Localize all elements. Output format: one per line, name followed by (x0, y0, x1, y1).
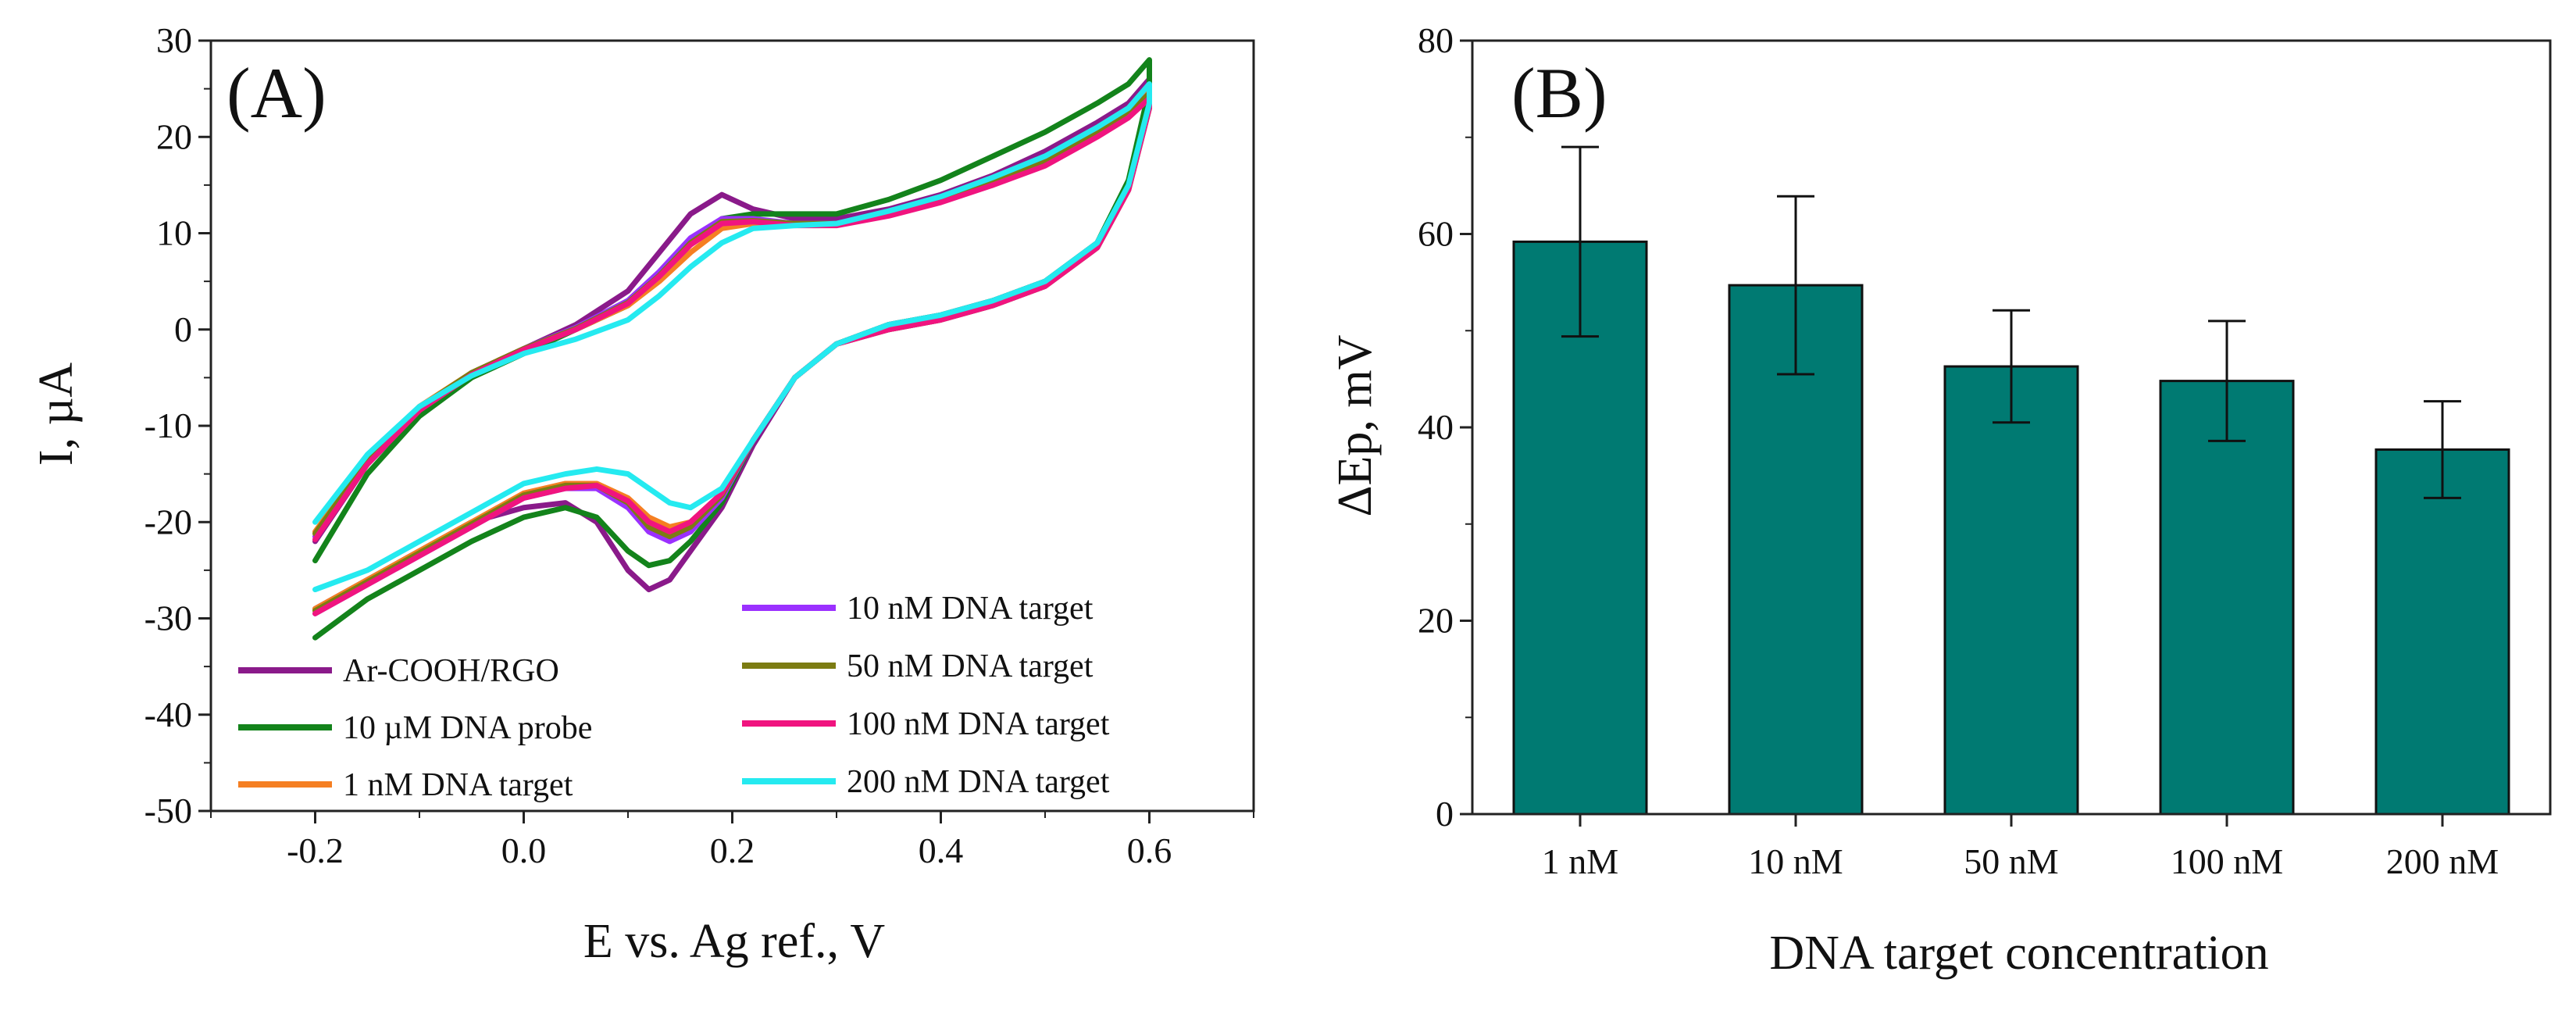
panel-a-legend: Ar-COOH/RGO 10 µM DNA probe 1 nM DNA targe… (238, 591, 1110, 803)
panel-a-y-tick-label: -40 (144, 695, 192, 734)
panel-b-bars (1512, 145, 2510, 816)
panel-a-y-tick-label: 10 (156, 213, 192, 253)
panel-a-curves (312, 57, 1152, 641)
error-bar-100-nm (2208, 320, 2246, 442)
panel-a-y-tick-label: 20 (156, 116, 192, 156)
legend-item-10-m-dna-probe: 10 µM DNA probe (238, 710, 592, 746)
panel-b-y-tick-label: 0 (1436, 794, 1454, 834)
panel-b-x-tick-label: 10 nM (1748, 841, 1843, 881)
panel-a-cyclic-voltammogram: -0.2 0.0 0.2 0.4 0.6 -50 -40 -30 -20 -10 0 10 20 30 (… (30, 20, 1255, 968)
panel-a-x-tick-label: 0.2 (710, 830, 755, 870)
legend-item-200-nm-dna-target: 200 nM DNA target (742, 764, 1110, 800)
panel-a-y-tick-label: -30 (144, 598, 192, 638)
error-bar-50-nm (1993, 309, 2030, 424)
panel-b-y-tick-label: 20 (1418, 601, 1454, 641)
panel-b-y-tick-label: 40 (1418, 407, 1454, 447)
panel-a-y-tick-label: 0 (174, 309, 192, 349)
panel-b-y-axis-title: ΔEp, mV (1329, 334, 1382, 516)
legend-item-100-nm-dna-target: 100 nM DNA target (742, 706, 1110, 742)
panel-b-x-axis-title: DNA target concentration (1769, 927, 2268, 980)
panel-a-y-tick-label: 30 (156, 20, 192, 60)
bar-200-nm (2374, 448, 2510, 816)
panel-b-x-tick-label: 50 nM (1964, 841, 2058, 881)
legend-label: 1 nM DNA target (343, 767, 573, 803)
panel-a-x-tick-label: 0.0 (501, 830, 547, 870)
panel-b-label: (B) (1511, 53, 1607, 133)
error-bar-1-nm (1561, 145, 1599, 338)
panel-a-y-axis-title: I, µA (30, 363, 83, 466)
panel-b-y-tick-label: 60 (1418, 214, 1454, 254)
cv-curve-200-nm-dna-target (312, 80, 1152, 593)
panel-a-x-tick-label: 0.4 (919, 830, 964, 870)
panel-a-label: (A) (227, 53, 326, 133)
error-bar-200-nm (2424, 400, 2461, 499)
legend-item-50-nm-dna-target: 50 nM DNA target (742, 648, 1094, 684)
legend-item-ar-cooh-rgo: Ar-COOH/RGO (238, 653, 559, 689)
legend-label: 200 nM DNA target (847, 764, 1110, 800)
legend-label: Ar-COOH/RGO (343, 653, 559, 689)
panel-a-x-tick-label: 0.6 (1127, 830, 1172, 870)
legend-label: 100 nM DNA target (847, 706, 1110, 742)
panel-a-x-axis-title: E vs. Ag ref., V (583, 915, 886, 968)
legend-item-10-nm-dna-target: 10 nM DNA target (742, 591, 1094, 627)
panel-b-x-tick-label: 100 nM (2171, 841, 2283, 881)
panel-b-x-tick-label: 1 nM (1542, 841, 1618, 881)
panel-a-ticks: -0.2 0.0 0.2 0.4 0.6 -50 -40 -30 -20 -10 0 10 20 30 (144, 20, 1254, 870)
bar-100-nm (2159, 380, 2295, 816)
error-bar-10-nm (1777, 195, 1814, 376)
panel-b-ticks: 1 nM 10 nM 50 nM 100 nM 200 nM 0 20 40 60 80 (1418, 20, 2499, 881)
legend-label: 10 µM DNA probe (343, 710, 592, 746)
legend-item-1-nm-dna-target: 1 nM DNA target (238, 767, 573, 803)
panel-a-y-tick-label: -10 (144, 405, 192, 445)
panel-a-y-tick-label: -50 (144, 791, 192, 830)
panel-b-y-tick-label: 80 (1418, 20, 1454, 60)
legend-label: 10 nM DNA target (847, 591, 1094, 627)
panel-a-x-tick-label: -0.2 (287, 830, 344, 870)
bar-50-nm (1943, 365, 2079, 816)
legend-label: 50 nM DNA target (847, 648, 1094, 684)
panel-b-x-tick-label: 200 nM (2386, 841, 2499, 881)
panel-a-y-tick-label: -20 (144, 502, 192, 541)
